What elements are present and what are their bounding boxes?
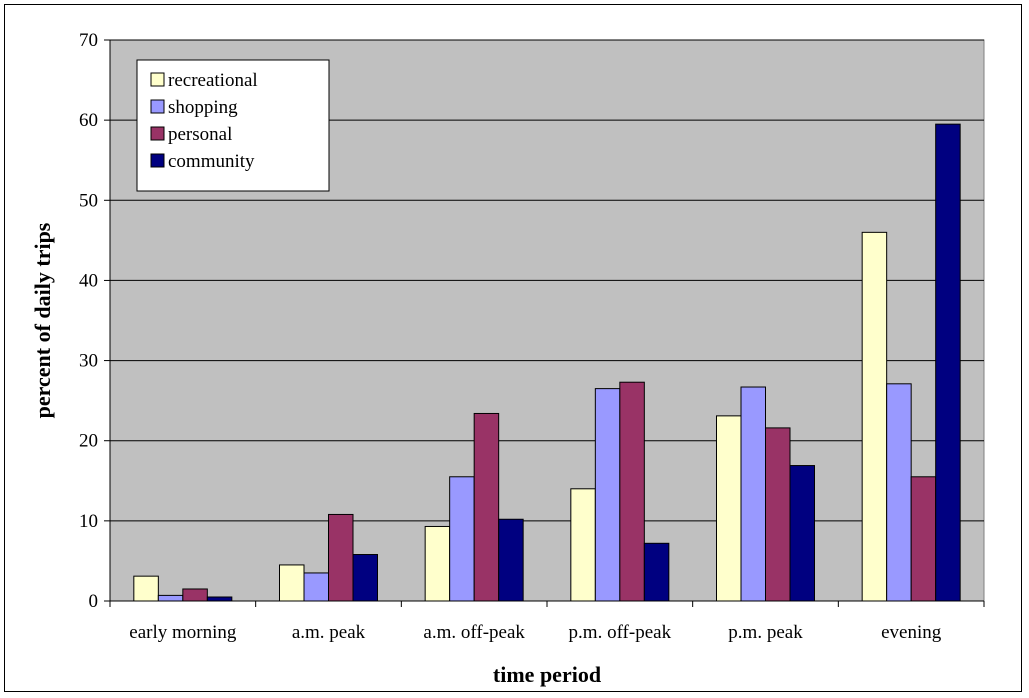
bar-recreational-3 bbox=[570, 488, 596, 602]
legend-label-shopping: shopping bbox=[168, 97, 238, 118]
x-tick-label: a.m. peak bbox=[292, 622, 366, 643]
x-tick-labels: early morning a.m. peak a.m. off-peak p.m. … bbox=[129, 622, 941, 643]
legend-swatch-recreational bbox=[150, 72, 165, 87]
x-tick-label: p.m. peak bbox=[728, 622, 803, 643]
bar-community-0 bbox=[206, 596, 233, 602]
legend-swatch-community bbox=[150, 153, 165, 168]
bar-personal-1 bbox=[328, 513, 354, 602]
bar-community-2 bbox=[498, 518, 524, 602]
y-tick-label: 60 bbox=[79, 110, 98, 131]
x-tick-label: evening bbox=[881, 622, 942, 643]
legend-label-community: community bbox=[168, 151, 255, 172]
x-tick-label: early morning bbox=[129, 622, 237, 643]
y-tick-label: 0 bbox=[89, 591, 99, 612]
axes bbox=[104, 39, 985, 607]
y-axis-title: percent of daily trips bbox=[30, 222, 55, 418]
y-tick-label: 20 bbox=[79, 431, 98, 452]
y-tick-labels: 0 10 20 30 40 50 60 70 bbox=[79, 30, 98, 612]
legend-label-recreational: recreational bbox=[168, 70, 258, 91]
legend-swatch-shopping bbox=[150, 99, 165, 114]
y-tick-label: 40 bbox=[79, 270, 98, 291]
legend-box bbox=[136, 59, 330, 192]
bar-personal-4 bbox=[765, 427, 791, 602]
y-tick-label: 70 bbox=[79, 30, 98, 51]
bar-personal-0 bbox=[182, 588, 208, 602]
bar-personal-5 bbox=[910, 476, 937, 602]
bar-community-4 bbox=[789, 465, 815, 602]
bar-recreational-2 bbox=[424, 525, 451, 602]
bar-personal-2 bbox=[473, 412, 500, 602]
bar-shopping-4 bbox=[740, 386, 766, 602]
legend-swatch-personal bbox=[150, 126, 165, 141]
bar-community-1 bbox=[352, 554, 378, 602]
bar-community-3 bbox=[643, 542, 670, 602]
bar-recreational-5 bbox=[861, 231, 888, 602]
bar-shopping-0 bbox=[157, 594, 184, 602]
y-tick-label: 50 bbox=[79, 190, 98, 211]
x-axis-title: time period bbox=[493, 662, 601, 687]
x-tick-label: a.m. off-peak bbox=[423, 622, 525, 643]
bar-personal-3 bbox=[619, 381, 645, 602]
bar-shopping-5 bbox=[886, 383, 912, 602]
x-tick-label: p.m. off-peak bbox=[569, 622, 672, 643]
bars bbox=[133, 123, 961, 602]
bar-community-5 bbox=[935, 123, 961, 602]
bar-recreational-4 bbox=[716, 415, 742, 602]
bar-shopping-1 bbox=[303, 572, 329, 602]
y-tick-label: 30 bbox=[79, 351, 98, 372]
legend: recreational shopping personal community bbox=[136, 59, 330, 192]
bar-shopping-2 bbox=[449, 476, 475, 602]
bar-recreational-1 bbox=[279, 564, 305, 602]
bar-shopping-3 bbox=[594, 388, 621, 602]
y-tick-label: 10 bbox=[79, 511, 98, 532]
legend-label-personal: personal bbox=[168, 124, 232, 145]
bar-recreational-0 bbox=[133, 575, 159, 602]
